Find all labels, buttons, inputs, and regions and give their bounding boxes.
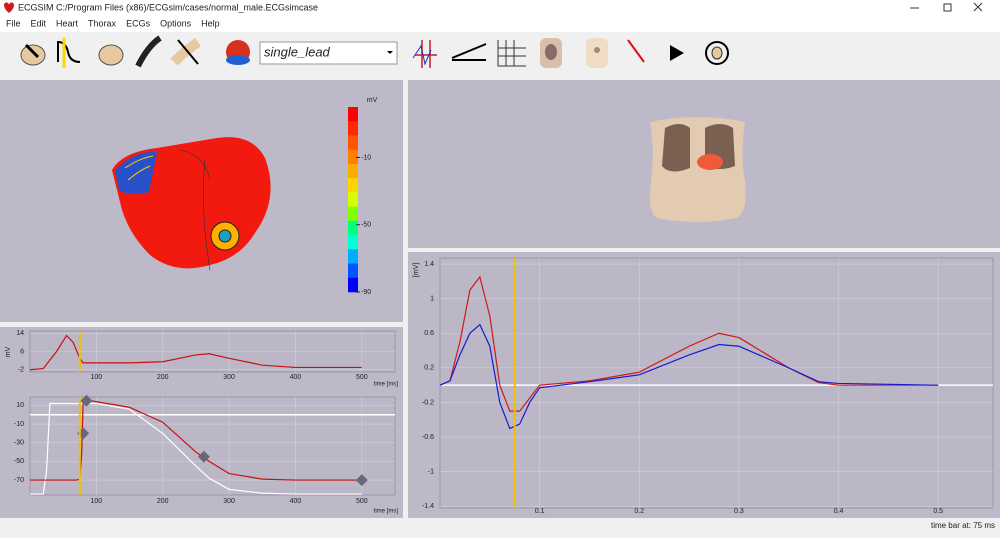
menu-bar [0,16,1000,32]
menu-item[interactable]: ECGs [126,18,151,28]
colorbar-band [348,178,358,193]
toolbar [0,32,1000,74]
series-line [439,323,939,430]
y-tick-label: -1.4 [422,503,434,510]
activation-patch [115,151,157,195]
dropdown-arrow[interactable] [387,51,393,54]
x-axis-label: time [ms] [374,382,399,388]
y-tick-label: 0.6 [424,330,434,337]
window-title: ECGSIM C:/Program Files (x86)/ECGsim/cas… [18,2,318,12]
lead-dropdown[interactable] [259,41,398,65]
handle [80,394,93,407]
colorbar-label: mV [367,97,378,104]
y-tick-label: 6 [20,348,24,355]
x-tick-label: 300 [223,374,235,381]
plot-area [29,396,396,496]
heart-lines [179,149,211,271]
title-bar [0,0,1000,16]
x-tick-label: 0.2 [634,508,644,515]
menu-item[interactable]: Thorax [88,18,117,28]
y-tick-label: -1 [428,469,434,476]
plot-area [439,257,994,509]
menu-item[interactable]: Help [201,18,220,28]
handle [197,450,210,463]
y-axis-label: mV [5,346,12,357]
menu-item[interactable]: File [6,18,21,28]
x-tick-label: 0.3 [734,508,744,515]
y-tick-label: -70 [14,477,24,484]
menu-item[interactable]: Options [160,18,192,28]
x-axis-label: time [ms] [374,509,399,515]
y-tick-label: -0.2 [422,399,434,406]
colorbar-band [348,163,358,179]
y-tick-label: -0.6 [422,434,434,441]
y-tick-label: -2 [18,367,24,374]
x-tick-label: 500 [356,374,368,381]
y-tick-label: -50 [14,458,24,465]
colorbar-band [348,149,358,165]
series-line [29,334,362,371]
colorbar-band [348,192,358,207]
x-tick-label: 0.4 [834,508,844,515]
dropdown-value[interactable]: single_lead [264,44,331,59]
colorbar-band [348,249,358,264]
handle [355,474,368,487]
colorbar-band [348,235,358,250]
torso-heart [697,154,723,170]
x-tick-label: 400 [290,374,302,381]
x-tick-label: 100 [91,498,103,505]
y-tick-label: 10 [16,402,24,409]
x-tick-label: 100 [91,374,103,381]
y-axis-label: [mV] [413,263,420,277]
y-tick-label: 1.4 [424,261,434,268]
colorbar-band [348,135,358,150]
status-text: time bar at: 75 ms [931,521,995,530]
x-tick-label: 200 [157,374,169,381]
colorbar-band [348,220,358,236]
toolbar-icons[interactable] [20,35,729,68]
y-tick-label: 0.2 [424,365,434,372]
colorbar-band [348,277,358,293]
colorbar-tick-label: -50 [361,222,371,229]
colorbar-band [348,263,358,279]
window-controls[interactable] [910,2,983,12]
colorbar-band [348,107,358,122]
x-tick-label: 300 [223,498,235,505]
menu-item[interactable]: Edit [31,18,47,28]
x-tick-label: 500 [356,498,368,505]
y-tick-label: -10 [14,421,24,428]
x-tick-label: 400 [290,498,302,505]
app-icon [4,2,14,13]
y-tick-label: -30 [14,440,24,447]
colorbar-band [348,206,358,222]
x-tick-label: 0.5 [933,508,943,515]
colorbar-tick-label: -90 [361,289,371,296]
y-tick-label: 1 [430,296,434,303]
x-tick-label: 200 [157,498,169,505]
x-tick-label: 0.1 [535,508,545,515]
menu-item[interactable]: Heart [56,18,79,28]
colorbar-tick-label: -10 [361,154,371,161]
y-tick-label: 14 [16,330,24,337]
colorbar-band [348,121,358,136]
isochrones [124,155,154,181]
